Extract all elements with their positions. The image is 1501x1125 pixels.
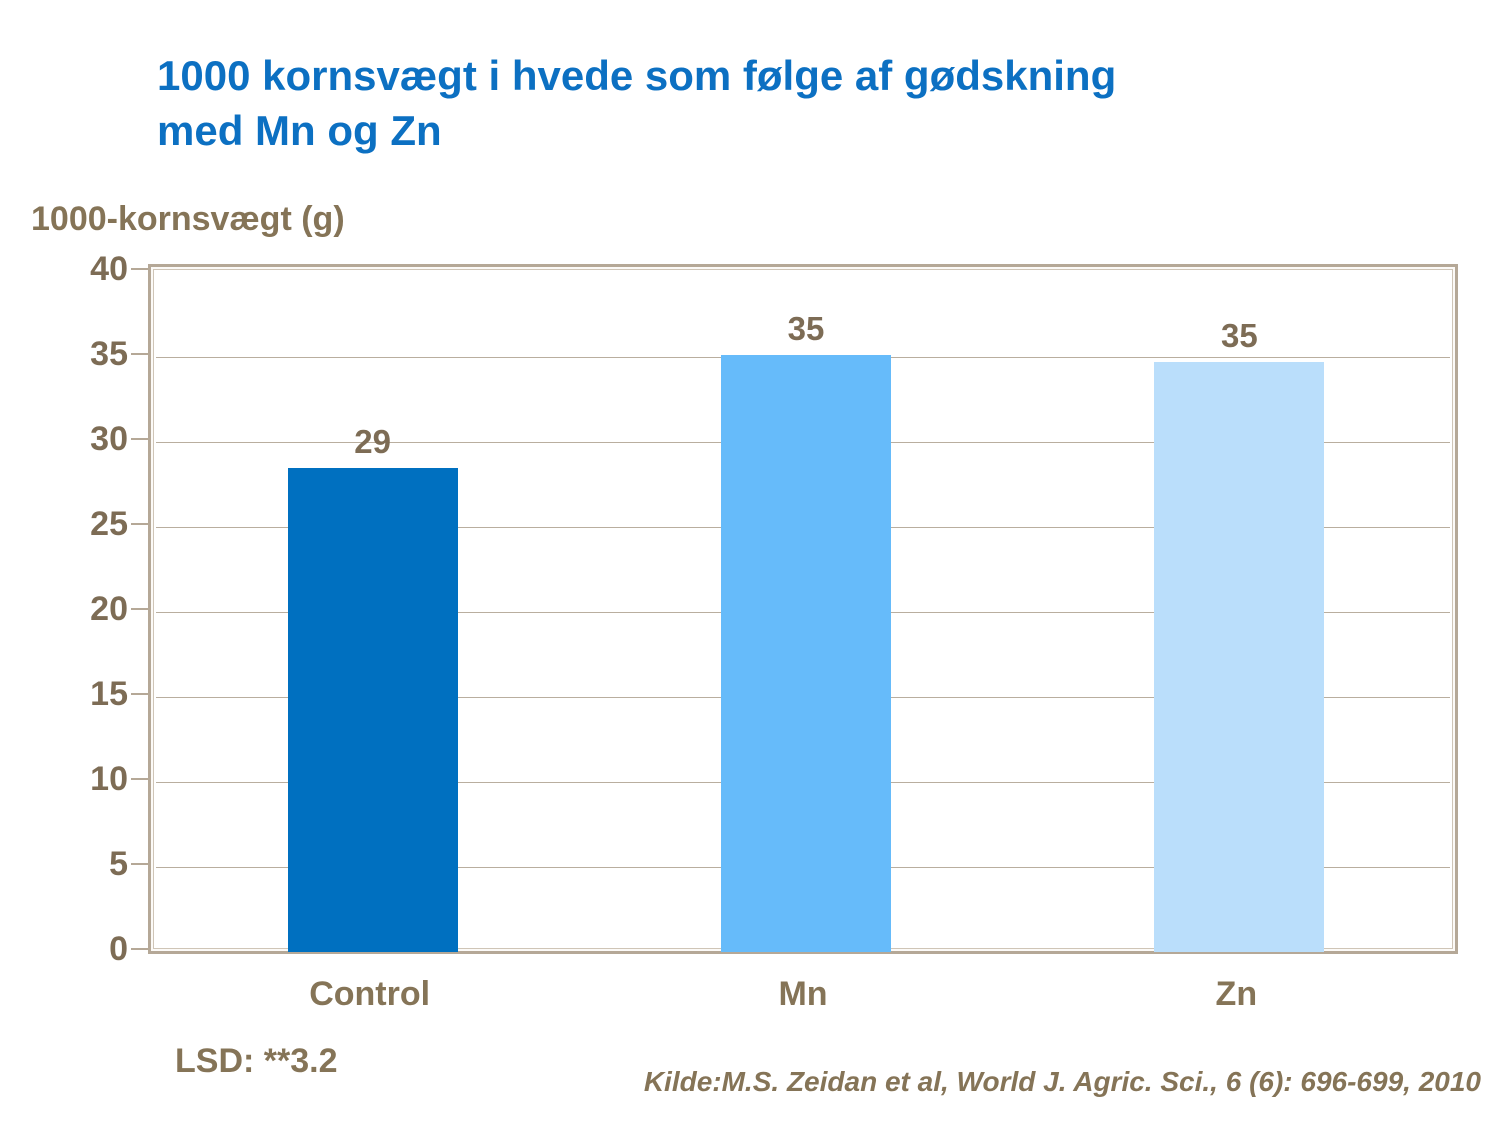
category-label-control: Control (309, 975, 431, 1013)
y-tick-mark (131, 268, 148, 270)
slide-title-line-2: med Mn og Zn (157, 107, 442, 155)
y-tick-label: 15 (90, 675, 128, 713)
y-tick-mark (131, 778, 148, 780)
y-tick-label: 35 (90, 335, 128, 373)
y-tick-mark (131, 608, 148, 610)
bar-control (287, 467, 458, 952)
lsd-note: LSD: **3.2 (175, 1042, 338, 1080)
y-tick-mark (131, 438, 148, 440)
plot-area: 29 35 35 (148, 264, 1458, 954)
category-label-zn: Zn (1215, 975, 1258, 1013)
category-label-mn: Mn (778, 975, 828, 1013)
y-tick-label: 10 (90, 760, 128, 798)
y-tick-label: 20 (90, 590, 128, 628)
y-tick-label: 5 (109, 845, 128, 883)
bar-value-label: 35 (1220, 317, 1258, 355)
bar-value-label: 29 (354, 422, 392, 460)
y-tick-label: 0 (109, 930, 128, 968)
y-tick-mark (131, 863, 148, 865)
source-citation: Kilde:M.S. Zeidan et al, World J. Agric.… (643, 1066, 1481, 1097)
x-axis-category-row: Control Mn Zn (0, 972, 1501, 1016)
y-tick-label: 40 (90, 250, 128, 288)
plot-inner: 29 35 35 (156, 272, 1450, 952)
bar-zn (1154, 362, 1325, 952)
bar-value-label: 35 (787, 310, 825, 348)
slide-title-line-1: 1000 kornsvægt i hvede som følge af gøds… (157, 52, 1117, 99)
y-tick-mark (131, 353, 148, 355)
bar-mn (721, 355, 891, 952)
y-tick-mark (131, 948, 148, 950)
y-tick-label: 25 (90, 505, 128, 543)
y-axis-title: 1000-kornsvægt (g) (31, 200, 345, 238)
y-tick-mark (131, 693, 148, 695)
y-tick-label: 30 (90, 420, 128, 458)
y-tick-mark (131, 523, 148, 525)
slide-title: 1000 kornsvægt i hvede som følge af gøds… (157, 48, 1377, 159)
